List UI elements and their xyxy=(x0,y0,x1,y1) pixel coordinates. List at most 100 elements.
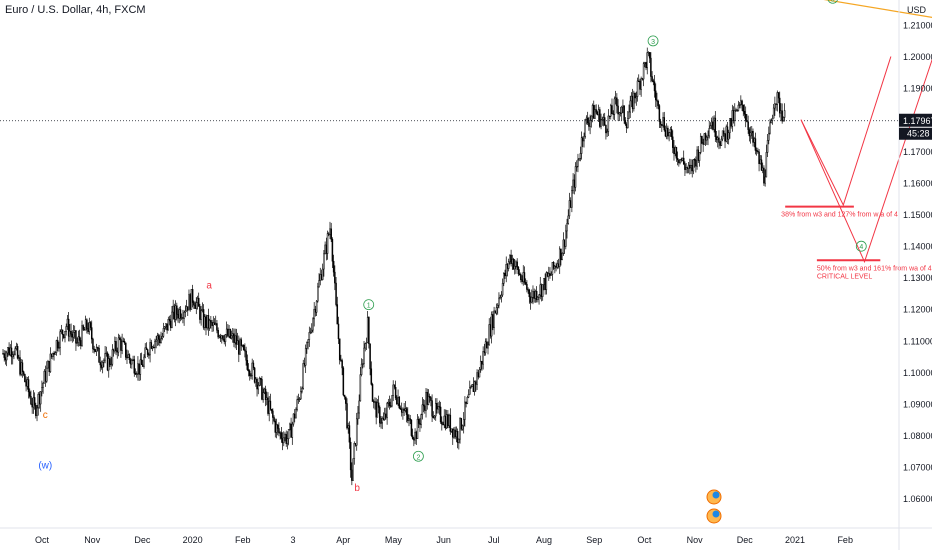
countdown-label: 45:28 xyxy=(907,129,930,139)
candle-body xyxy=(55,340,58,353)
candle-body xyxy=(453,429,455,438)
candle-body xyxy=(318,280,320,288)
candle-body xyxy=(556,263,559,268)
candle-body xyxy=(625,123,628,129)
candle-body xyxy=(376,402,379,418)
candle-body xyxy=(477,372,480,378)
candle-body xyxy=(87,328,89,332)
candle-body xyxy=(314,308,317,313)
candle-body xyxy=(225,328,228,335)
price-tick-label: 1.06000 xyxy=(903,494,932,504)
candle-body xyxy=(111,349,114,365)
candle-body xyxy=(142,364,144,367)
candle-body xyxy=(686,167,689,169)
candle-body xyxy=(274,420,277,433)
candle-body xyxy=(65,326,67,332)
candle-body xyxy=(511,258,514,264)
candle-body xyxy=(95,347,98,352)
candle-body xyxy=(755,150,758,152)
candle-body xyxy=(297,398,300,401)
candle-body xyxy=(493,310,495,328)
candle-body xyxy=(443,415,445,426)
candle-body xyxy=(471,384,473,387)
candle-body xyxy=(771,117,774,121)
candle-body xyxy=(430,397,432,401)
candle-body xyxy=(261,379,263,400)
time-tick-label: Dec xyxy=(737,535,754,545)
candle-body xyxy=(724,133,726,142)
candle-body xyxy=(489,324,492,337)
candle-body xyxy=(603,117,606,126)
candle-body xyxy=(109,358,111,365)
candle-body xyxy=(611,105,613,115)
candle-body xyxy=(765,152,768,178)
price-tick-label: 1.08000 xyxy=(903,431,932,441)
candle-body xyxy=(426,392,428,405)
candle-body xyxy=(5,352,8,361)
candle-body xyxy=(317,286,319,302)
candle-body xyxy=(467,394,470,398)
candle-body xyxy=(778,97,781,114)
wave-label-circle xyxy=(363,299,375,311)
candle-body xyxy=(118,337,121,340)
candle-body xyxy=(617,105,619,115)
candle-body xyxy=(452,428,454,438)
candle-body xyxy=(108,358,110,371)
candle-body xyxy=(715,136,718,140)
candle-body xyxy=(200,310,202,320)
time-tick-label: Oct xyxy=(637,535,652,545)
candle-body xyxy=(662,117,664,126)
candle-body xyxy=(624,120,627,125)
candle-body xyxy=(39,391,42,405)
candle-body xyxy=(167,318,170,331)
candle-body xyxy=(148,354,150,356)
candle-body xyxy=(479,360,482,370)
candle-body xyxy=(659,121,662,125)
candle-body xyxy=(133,359,136,374)
candle-body xyxy=(567,215,569,224)
candle-body xyxy=(187,306,189,311)
candle-body xyxy=(287,429,290,439)
candle-body xyxy=(704,133,707,141)
candle-body xyxy=(28,391,31,397)
candle-body xyxy=(421,404,424,415)
candle-body xyxy=(579,153,582,159)
candle-body xyxy=(382,417,385,421)
candle-body xyxy=(419,423,421,425)
candle-body xyxy=(346,403,348,429)
candle-body xyxy=(127,354,129,358)
candle-body xyxy=(506,264,509,269)
candle-body xyxy=(558,248,561,267)
wave-label: c xyxy=(43,410,48,421)
candle-body xyxy=(549,273,551,276)
candle-body xyxy=(135,373,138,375)
candle-body xyxy=(761,167,764,171)
projection-line xyxy=(800,56,892,207)
candle-body xyxy=(151,346,154,349)
candle-body xyxy=(152,346,155,349)
candle-body xyxy=(737,104,740,111)
candle-body xyxy=(517,266,520,275)
price-tick-label: 1.11000 xyxy=(903,336,932,346)
candle-body xyxy=(557,263,560,267)
candle-body xyxy=(444,415,447,429)
candle-body xyxy=(216,323,218,331)
candle-body xyxy=(680,159,683,161)
candle-body xyxy=(49,353,52,373)
candle-body xyxy=(292,413,295,425)
candle-body xyxy=(309,331,312,333)
candle-body xyxy=(242,345,245,350)
candle-body xyxy=(174,305,177,320)
time-tick-label: Nov xyxy=(687,535,704,545)
candle-body xyxy=(684,163,686,170)
candle-body xyxy=(669,128,672,133)
candle-body xyxy=(402,408,404,413)
candle-body xyxy=(633,92,635,110)
candle-body xyxy=(462,419,465,427)
candle-body xyxy=(449,414,452,432)
candle-body xyxy=(354,443,357,446)
candle-body xyxy=(777,92,780,99)
candle-body xyxy=(634,92,636,99)
